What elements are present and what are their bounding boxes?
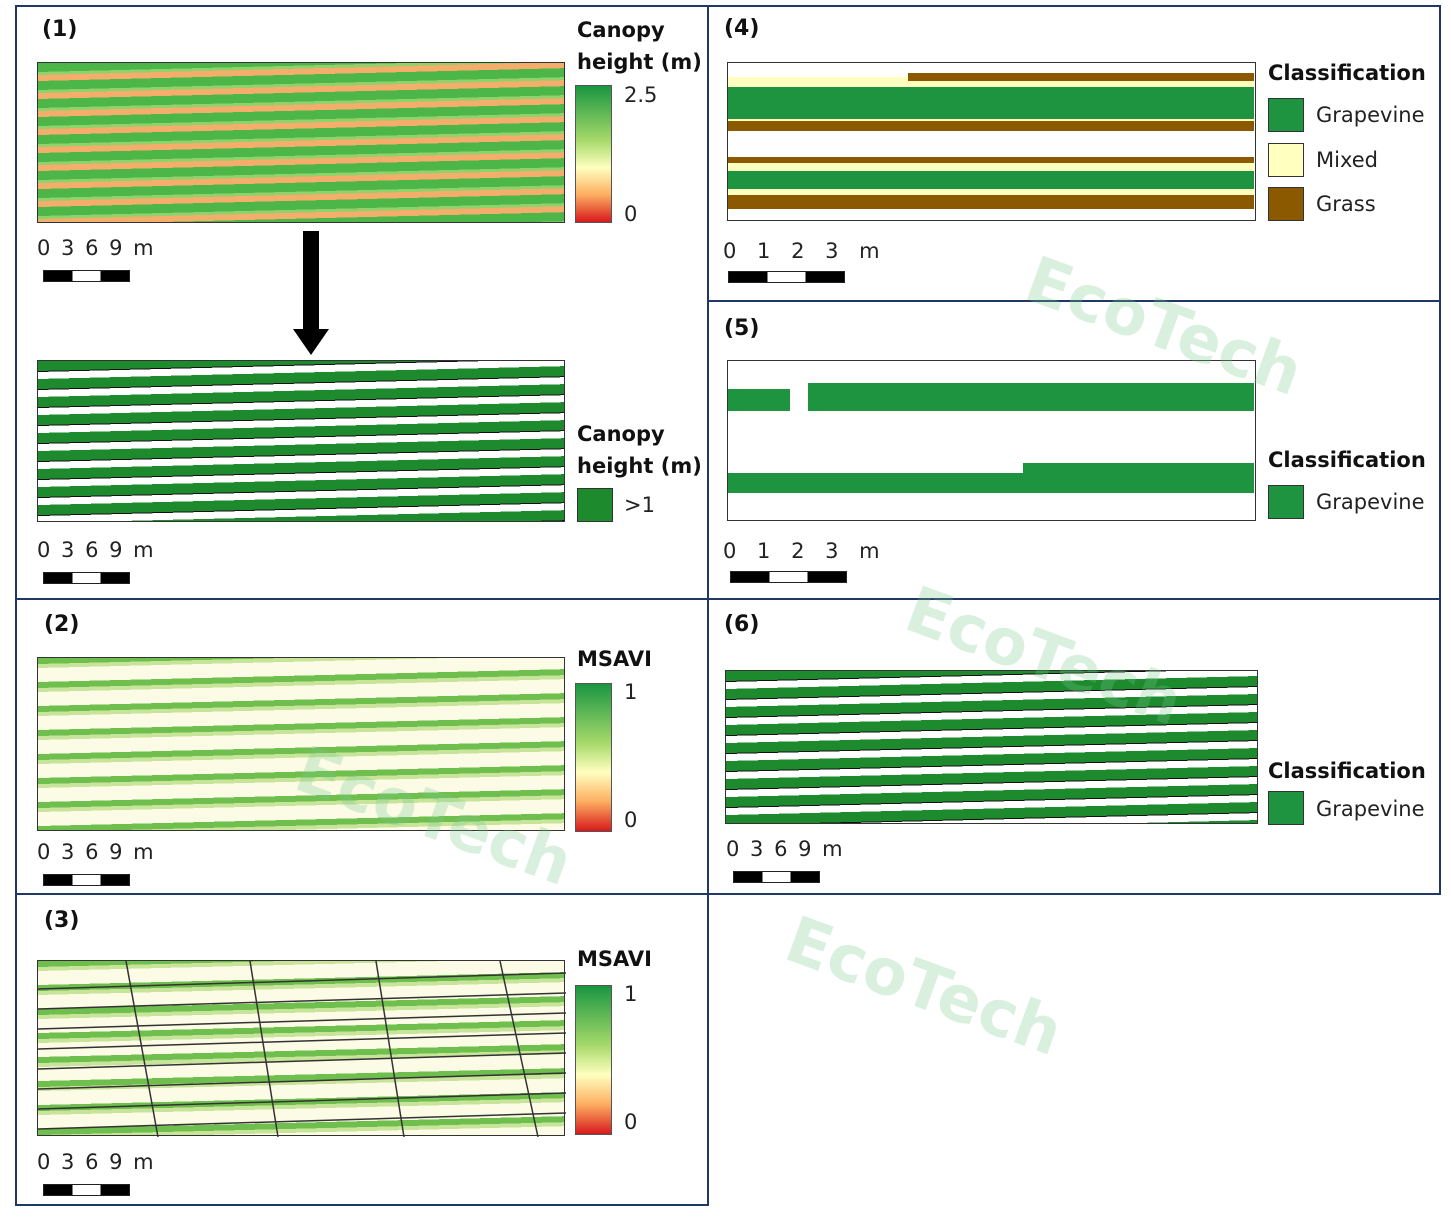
scale-label: 0 3 6 9 m [37,840,154,864]
msavi-grid-map [37,960,566,1137]
panel-1-label: (1) [42,17,78,42]
scale-bar [43,874,130,886]
colorbar-min: 0 [624,1110,638,1134]
panel-5-label: (5) [724,316,760,341]
legend-grass: Grass [1316,192,1376,216]
canopy-colorbar [575,85,612,223]
panel-3 [15,893,709,1206]
panel-6-label: (6) [724,612,760,637]
threshold-label: >1 [624,493,655,517]
scale-label: 0 3 6 9 m [37,1150,154,1174]
scale-label: 0 1 2 3 m [723,239,880,263]
grapevine-swatch [1268,485,1304,519]
scale-bar [733,871,820,883]
msavi-legend-title: MSAVI [577,647,652,671]
msavi-colorbar [575,683,612,832]
panel-6 [707,598,1441,895]
classification-legend-title: Classification [1268,759,1426,783]
classification-legend-title: Classification [1268,448,1426,472]
panel-3-label: (3) [44,908,80,933]
grapevine-map [727,360,1256,521]
classification-legend-title: Classification [1268,61,1426,85]
scale-label: 0 3 6 9 m [37,236,154,260]
panel-2-label: (2) [44,612,80,637]
legend-mixed: Mixed [1316,148,1378,172]
colorbar-min: 0 [624,808,638,832]
mixed-swatch [1268,143,1304,177]
scale-label: 0 1 2 3 m [723,539,880,563]
colorbar-max: 1 [624,982,638,1006]
scale-bar [43,1184,130,1196]
legend-grapevine: Grapevine [1316,103,1425,127]
msavi-map [37,657,565,831]
scale-label: 0 3 6 9 m [726,837,843,861]
colorbar-min: 0 [624,202,638,226]
canopy-height-map [37,62,565,223]
legend-grapevine: Grapevine [1316,797,1425,821]
scale-label: 0 3 6 9 m [37,538,154,562]
legend-grapevine: Grapevine [1316,490,1425,514]
grapevine-swatch [1268,98,1304,132]
colorbar-max: 2.5 [624,83,658,107]
grass-swatch [1268,187,1304,221]
watermark-logo: EcoTech [776,903,1072,1071]
scale-bar [728,271,845,283]
arrow-down-icon [293,231,329,356]
msavi-colorbar [575,985,612,1135]
grapevine-rows-map [725,670,1258,824]
panel-4-label: (4) [724,16,760,41]
scale-bar [43,572,130,584]
canopy-threshold-map [37,360,565,522]
scale-bar [43,270,130,282]
threshold-legend-title: Canopy height (m) [577,422,702,478]
msavi-legend-title: MSAVI [577,947,652,971]
classification-map [727,62,1256,221]
canopy-legend-title: Canopy height (m) [577,18,702,74]
threshold-swatch [577,488,613,522]
colorbar-max: 1 [624,680,638,704]
scale-bar [730,571,847,583]
grapevine-swatch [1268,791,1304,825]
